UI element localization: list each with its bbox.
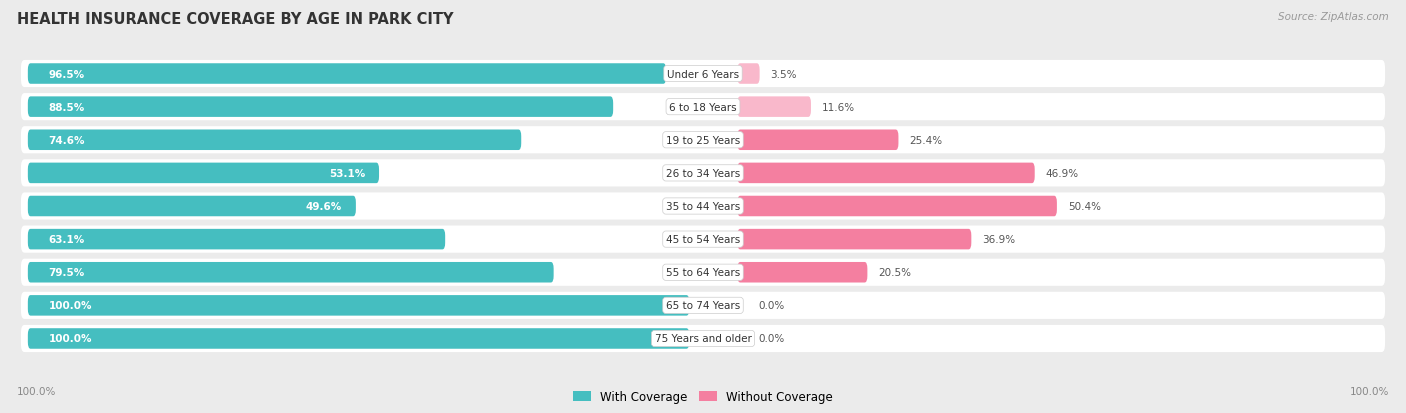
Text: 0.0%: 0.0% <box>758 334 785 344</box>
Text: 53.1%: 53.1% <box>329 169 366 178</box>
Text: 26 to 34 Years: 26 to 34 Years <box>666 169 740 178</box>
FancyBboxPatch shape <box>28 97 613 118</box>
FancyBboxPatch shape <box>21 61 1385 88</box>
FancyBboxPatch shape <box>21 193 1385 220</box>
FancyBboxPatch shape <box>738 97 811 118</box>
Text: 36.9%: 36.9% <box>983 235 1015 244</box>
FancyBboxPatch shape <box>28 229 446 250</box>
Legend: With Coverage, Without Coverage: With Coverage, Without Coverage <box>568 385 838 408</box>
FancyBboxPatch shape <box>28 295 689 316</box>
Text: 65 to 74 Years: 65 to 74 Years <box>666 301 740 311</box>
Text: 45 to 54 Years: 45 to 54 Years <box>666 235 740 244</box>
Text: 88.5%: 88.5% <box>48 102 84 112</box>
Text: 11.6%: 11.6% <box>823 102 855 112</box>
FancyBboxPatch shape <box>28 328 689 349</box>
Text: 100.0%: 100.0% <box>17 387 56 396</box>
Text: 55 to 64 Years: 55 to 64 Years <box>666 268 740 278</box>
FancyBboxPatch shape <box>28 64 666 85</box>
FancyBboxPatch shape <box>21 259 1385 286</box>
FancyBboxPatch shape <box>28 262 554 283</box>
Text: HEALTH INSURANCE COVERAGE BY AGE IN PARK CITY: HEALTH INSURANCE COVERAGE BY AGE IN PARK… <box>17 12 453 27</box>
Text: 100.0%: 100.0% <box>1350 387 1389 396</box>
FancyBboxPatch shape <box>28 196 356 217</box>
Text: 74.6%: 74.6% <box>48 135 84 145</box>
FancyBboxPatch shape <box>21 226 1385 253</box>
Text: 20.5%: 20.5% <box>879 268 911 278</box>
Text: 6 to 18 Years: 6 to 18 Years <box>669 102 737 112</box>
FancyBboxPatch shape <box>738 196 1057 217</box>
Text: 100.0%: 100.0% <box>48 301 91 311</box>
Text: 75 Years and older: 75 Years and older <box>655 334 751 344</box>
Text: 96.5%: 96.5% <box>48 69 84 79</box>
Text: 63.1%: 63.1% <box>48 235 84 244</box>
Text: 49.6%: 49.6% <box>307 202 342 211</box>
FancyBboxPatch shape <box>21 94 1385 121</box>
FancyBboxPatch shape <box>738 130 898 151</box>
Text: 46.9%: 46.9% <box>1046 169 1078 178</box>
FancyBboxPatch shape <box>21 325 1385 352</box>
Text: Source: ZipAtlas.com: Source: ZipAtlas.com <box>1278 12 1389 22</box>
FancyBboxPatch shape <box>738 163 1035 184</box>
Text: 50.4%: 50.4% <box>1069 202 1101 211</box>
FancyBboxPatch shape <box>21 160 1385 187</box>
FancyBboxPatch shape <box>738 262 868 283</box>
Text: 19 to 25 Years: 19 to 25 Years <box>666 135 740 145</box>
Text: 3.5%: 3.5% <box>770 69 797 79</box>
Text: Under 6 Years: Under 6 Years <box>666 69 740 79</box>
Text: 100.0%: 100.0% <box>48 334 91 344</box>
Text: 35 to 44 Years: 35 to 44 Years <box>666 202 740 211</box>
FancyBboxPatch shape <box>21 292 1385 319</box>
FancyBboxPatch shape <box>738 229 972 250</box>
Text: 0.0%: 0.0% <box>758 301 785 311</box>
Text: 25.4%: 25.4% <box>910 135 942 145</box>
FancyBboxPatch shape <box>28 163 380 184</box>
FancyBboxPatch shape <box>21 127 1385 154</box>
FancyBboxPatch shape <box>738 64 759 85</box>
FancyBboxPatch shape <box>28 130 522 151</box>
Text: 79.5%: 79.5% <box>48 268 84 278</box>
